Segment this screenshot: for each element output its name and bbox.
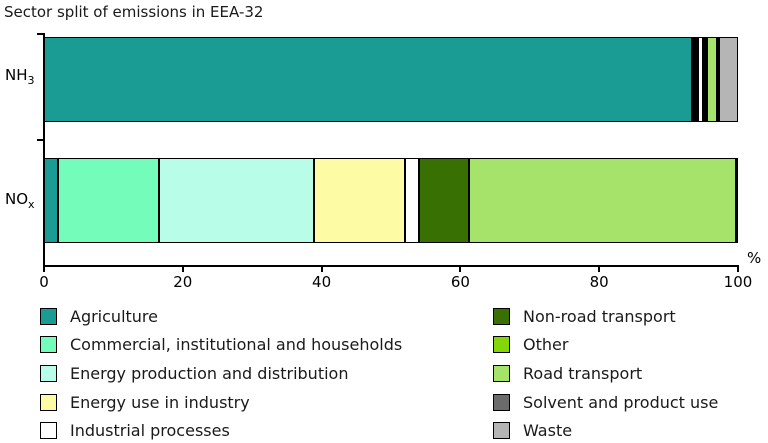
legend-item-non-road-transport: Non-road transport bbox=[493, 306, 676, 326]
legend-label: Road transport bbox=[523, 363, 643, 383]
bar-segment-other bbox=[704, 37, 707, 122]
y-axis-line bbox=[43, 33, 45, 266]
bar-segment-waste bbox=[735, 158, 738, 243]
bar-segment-energy-production-distribution bbox=[159, 158, 314, 243]
legend-label: Commercial, institutional and households bbox=[70, 335, 403, 355]
x-tick-label: 40 bbox=[312, 273, 332, 291]
legend-label: Solvent and product use bbox=[523, 392, 719, 412]
bar-segment-road-transport bbox=[468, 158, 736, 243]
bar-segment-road-transport bbox=[706, 37, 717, 122]
x-tick-label: 20 bbox=[173, 273, 193, 291]
x-tick-label: 100 bbox=[723, 273, 753, 291]
x-tick-mark bbox=[320, 267, 323, 272]
bar-segment-agriculture bbox=[44, 37, 693, 122]
legend-label: Non-road transport bbox=[523, 306, 676, 326]
bar-segment-waste bbox=[718, 37, 738, 122]
legend-label: Energy use in industry bbox=[70, 392, 250, 412]
legend-swatch-non-road-transport bbox=[493, 307, 510, 325]
legend-label: Agriculture bbox=[70, 306, 158, 326]
x-tick-label: 0 bbox=[39, 273, 49, 291]
legend-swatch-solvent-product-use bbox=[493, 393, 510, 411]
bar-segment-commercial-institutional-households bbox=[692, 37, 695, 122]
legend-item-solvent-product-use: Solvent and product use bbox=[493, 392, 719, 412]
stacked-bar-nox bbox=[44, 158, 738, 243]
bar-segment-energy-use-industry bbox=[313, 158, 405, 243]
legend-item-industrial-processes: Industrial processes bbox=[40, 421, 230, 441]
bar-segment-solvent-product-use bbox=[716, 37, 719, 122]
legend-swatch-commercial-institutional-households bbox=[40, 336, 57, 354]
x-axis-unit-label: % bbox=[747, 249, 762, 267]
legend-label: Energy production and distribution bbox=[70, 363, 349, 383]
x-tick-label: 60 bbox=[450, 273, 470, 291]
x-axis-ticks: 0 20 40 60 80 100 bbox=[39, 267, 752, 297]
x-tick-mark bbox=[737, 267, 739, 272]
y-axis-tick bbox=[37, 33, 44, 35]
bar-segment-industrial-processes bbox=[404, 158, 419, 243]
stacked-bar-nh3 bbox=[44, 37, 738, 122]
legend-label: Industrial processes bbox=[70, 421, 230, 441]
x-tick-mark bbox=[459, 267, 462, 272]
legend-item-energy-use-industry: Energy use in industry bbox=[40, 392, 250, 412]
legend-item-commercial-institutional-households: Commercial, institutional and households bbox=[40, 335, 403, 355]
bar-segment-commercial-institutional-households bbox=[57, 158, 160, 243]
category-label-nh3: NH3 bbox=[5, 66, 35, 87]
legend-swatch-waste bbox=[493, 422, 510, 440]
x-axis-line bbox=[43, 265, 739, 267]
bar-segment-agriculture bbox=[44, 158, 58, 243]
legend-item-waste: Waste bbox=[493, 421, 573, 441]
legend-swatch-road-transport bbox=[493, 364, 510, 382]
bar-segment-energy-production-distribution bbox=[694, 37, 697, 122]
legend-item-other: Other bbox=[493, 335, 569, 355]
bar-segment-industrial-processes bbox=[698, 37, 703, 122]
y-axis-tick bbox=[37, 139, 44, 141]
bar-segment-energy-use-industry bbox=[696, 37, 699, 122]
legend-swatch-energy-use-industry bbox=[40, 393, 57, 411]
x-tick-label: 80 bbox=[589, 273, 609, 291]
legend-swatch-other bbox=[493, 336, 510, 354]
legend-item-agriculture: Agriculture bbox=[40, 306, 158, 326]
x-tick-mark bbox=[598, 267, 601, 272]
x-tick-mark bbox=[43, 267, 45, 272]
category-label-nox: NOx bbox=[5, 190, 35, 211]
bar-segment-non-road-transport bbox=[418, 158, 469, 243]
legend-label: Other bbox=[523, 335, 569, 355]
legend-item-road-transport: Road transport bbox=[493, 363, 643, 383]
x-tick-mark bbox=[181, 267, 184, 272]
chart-title: Sector split of emissions in EEA-32 bbox=[4, 3, 264, 21]
legend-swatch-energy-production-distribution bbox=[40, 364, 57, 382]
bar-segment-non-road-transport bbox=[702, 37, 705, 122]
legend-swatch-industrial-processes bbox=[40, 422, 57, 440]
legend-label: Waste bbox=[523, 421, 573, 441]
legend-swatch-agriculture bbox=[40, 307, 57, 325]
legend-item-energy-production-distribution: Energy production and distribution bbox=[40, 363, 349, 383]
